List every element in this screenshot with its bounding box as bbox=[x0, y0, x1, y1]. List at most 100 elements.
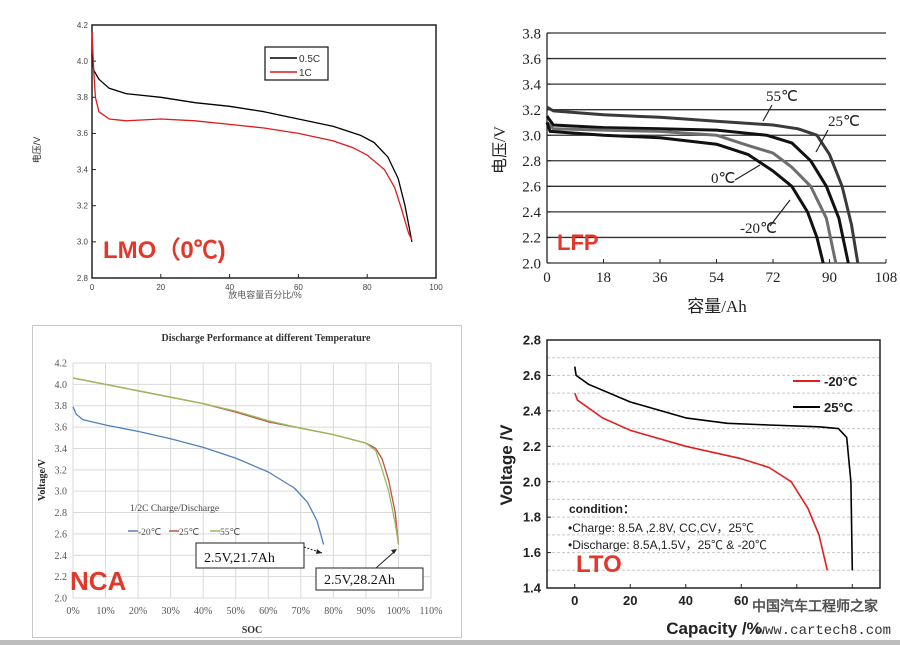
y-tick-label: 3.8 bbox=[522, 26, 541, 42]
lfp-series-line bbox=[546, 105, 860, 264]
leader-line bbox=[769, 199, 791, 227]
lto-series-line bbox=[574, 392, 829, 571]
x-tick-label: 0 bbox=[571, 593, 578, 608]
x-tick-label: 18 bbox=[596, 270, 611, 286]
y-tick-label: 2.8 bbox=[55, 508, 68, 519]
x-tick-label: 30% bbox=[161, 606, 179, 617]
y-tick-label: 1.8 bbox=[523, 510, 541, 525]
x-tick-label: 54 bbox=[709, 270, 725, 286]
legend-label: 0.5C bbox=[299, 54, 320, 65]
y-tick-label: 2.8 bbox=[77, 274, 89, 283]
y-tick-label: 3.4 bbox=[77, 165, 89, 174]
series-label: 25℃ bbox=[828, 114, 860, 130]
lto-chart: 1.4 1.6 1.8 2.0 2.2 2.4 2.6 2.8 0 20 40 60 Voltage /… bbox=[497, 333, 881, 638]
arrowhead bbox=[316, 549, 322, 554]
x-axis-label: SOC bbox=[242, 625, 263, 636]
x-tick-label: 90 bbox=[822, 270, 837, 286]
legend-title: 1/2C Charge/Discharge bbox=[130, 504, 219, 514]
watermark-url: www.cartech8.com bbox=[757, 623, 891, 639]
x-tick-label: 60% bbox=[259, 606, 277, 617]
y-tick-label: 3.0 bbox=[55, 487, 68, 498]
y-tick-label: 3.6 bbox=[77, 129, 89, 138]
y-tick-label: 3.4 bbox=[522, 77, 541, 93]
plot-frame bbox=[546, 339, 881, 589]
lmo-series-line bbox=[91, 53, 413, 243]
arrowhead bbox=[391, 549, 397, 554]
y-tick-label: 2.0 bbox=[523, 474, 541, 489]
x-tick-label: 20 bbox=[156, 283, 165, 292]
nca-chart: 2.0 2.2 2.4 2.6 2.8 3.0 3.2 3.4 3.6 3.8 4.0 4.2 0% 10… bbox=[37, 333, 442, 636]
x-tick-label: 80% bbox=[324, 606, 342, 617]
nca-series-line bbox=[72, 406, 325, 545]
panel-label: LMO（0℃) bbox=[103, 237, 226, 264]
y-tick-label: 2.8 bbox=[523, 333, 541, 348]
x-tick-label: 20 bbox=[623, 593, 637, 608]
y-axis-label: 电压/V bbox=[31, 137, 42, 164]
x-tick-label: 80 bbox=[363, 283, 372, 292]
x-tick-label: 36 bbox=[653, 270, 669, 286]
lto-series-line bbox=[574, 366, 854, 571]
lfp-series-line bbox=[545, 121, 825, 264]
y-tick-label: 2.4 bbox=[522, 205, 541, 221]
y-tick-label: 2.2 bbox=[523, 439, 541, 454]
annotation-arrow bbox=[375, 550, 396, 569]
y-tick-label: 3.6 bbox=[522, 52, 541, 68]
x-axis-label: 容量/Ah bbox=[687, 297, 747, 316]
chart-title: Discharge Performance at different Tempe… bbox=[161, 333, 371, 344]
x-tick-label: 40% bbox=[194, 606, 212, 617]
y-tick-label: 2.4 bbox=[523, 403, 542, 418]
lmo-chart: 2.8 3.0 3.2 3.4 3.6 3.8 4.0 4.2 0 20 40 60 80 100 电压/V… bbox=[31, 21, 443, 300]
x-tick-label: 0 bbox=[543, 270, 551, 286]
x-tick-label: 100% bbox=[387, 606, 410, 617]
lfp-series-line bbox=[545, 115, 850, 264]
y-tick-label: 3.2 bbox=[522, 103, 541, 119]
y-tick-label: 3.2 bbox=[55, 465, 68, 476]
legend-label: 55℃ bbox=[220, 528, 241, 538]
y-tick-label: 2.2 bbox=[55, 572, 68, 583]
y-tick-label: 2.0 bbox=[55, 594, 68, 605]
x-tick-label: 60 bbox=[734, 593, 748, 608]
y-axis-label: Voltage/V bbox=[37, 458, 48, 501]
condition-line: •Charge: 8.5A ,2.8V, CC,CV，25℃ bbox=[568, 521, 754, 535]
x-axis-label: 放电容量百分比/% bbox=[228, 289, 302, 300]
y-tick-label: 4.0 bbox=[77, 57, 89, 66]
y-tick-label: 4.0 bbox=[55, 380, 68, 391]
y-tick-label: 2.4 bbox=[55, 551, 68, 562]
legend-label: 1C bbox=[299, 68, 312, 79]
annotation-text: 2.5V,28.2Ah bbox=[324, 573, 395, 588]
x-tick-label: 20% bbox=[129, 606, 147, 617]
legend-label: -20°C bbox=[824, 374, 858, 389]
x-tick-label: 0% bbox=[66, 606, 79, 617]
leader-line bbox=[734, 164, 761, 181]
y-tick-label: 4.2 bbox=[55, 359, 68, 370]
x-tick-label: 10% bbox=[96, 606, 114, 617]
series-label: 55℃ bbox=[766, 89, 798, 105]
y-tick-label: 3.8 bbox=[77, 93, 89, 102]
legend-label: 25℃ bbox=[179, 528, 200, 538]
y-tick-label: 2.6 bbox=[522, 180, 541, 196]
y-tick-label: 3.8 bbox=[55, 401, 68, 412]
series-label: -20℃ bbox=[740, 221, 777, 237]
x-tick-label: 90% bbox=[357, 606, 375, 617]
y-tick-label: 2.6 bbox=[523, 368, 541, 383]
nca-series-line bbox=[72, 377, 400, 545]
legend-box bbox=[264, 46, 329, 81]
x-axis-label: Capacity /% bbox=[666, 619, 761, 638]
y-tick-label: 3.6 bbox=[55, 423, 68, 434]
y-tick-label: 2.8 bbox=[522, 154, 541, 170]
y-axis-label: 电压/V bbox=[491, 126, 509, 174]
y-tick-label: 2.6 bbox=[55, 529, 68, 540]
leader-line bbox=[815, 129, 829, 153]
leader-line bbox=[762, 104, 773, 122]
y-axis-label: Voltage /V bbox=[497, 424, 516, 506]
annotation-box bbox=[195, 542, 305, 569]
lfp-chart: 2.0 2.2 2.4 2.6 2.8 3.0 3.2 3.4 3.6 3.8 0 18 36 54 72 9… bbox=[491, 26, 897, 316]
legend-label: -20℃ bbox=[138, 528, 162, 538]
lmo-series-line bbox=[91, 32, 413, 241]
annotation-box bbox=[315, 567, 424, 591]
panel-label: NCA bbox=[70, 566, 127, 596]
x-tick-label: 50% bbox=[227, 606, 245, 617]
legend-label: 25°C bbox=[824, 400, 854, 415]
y-tick-label: 3.0 bbox=[522, 128, 541, 144]
